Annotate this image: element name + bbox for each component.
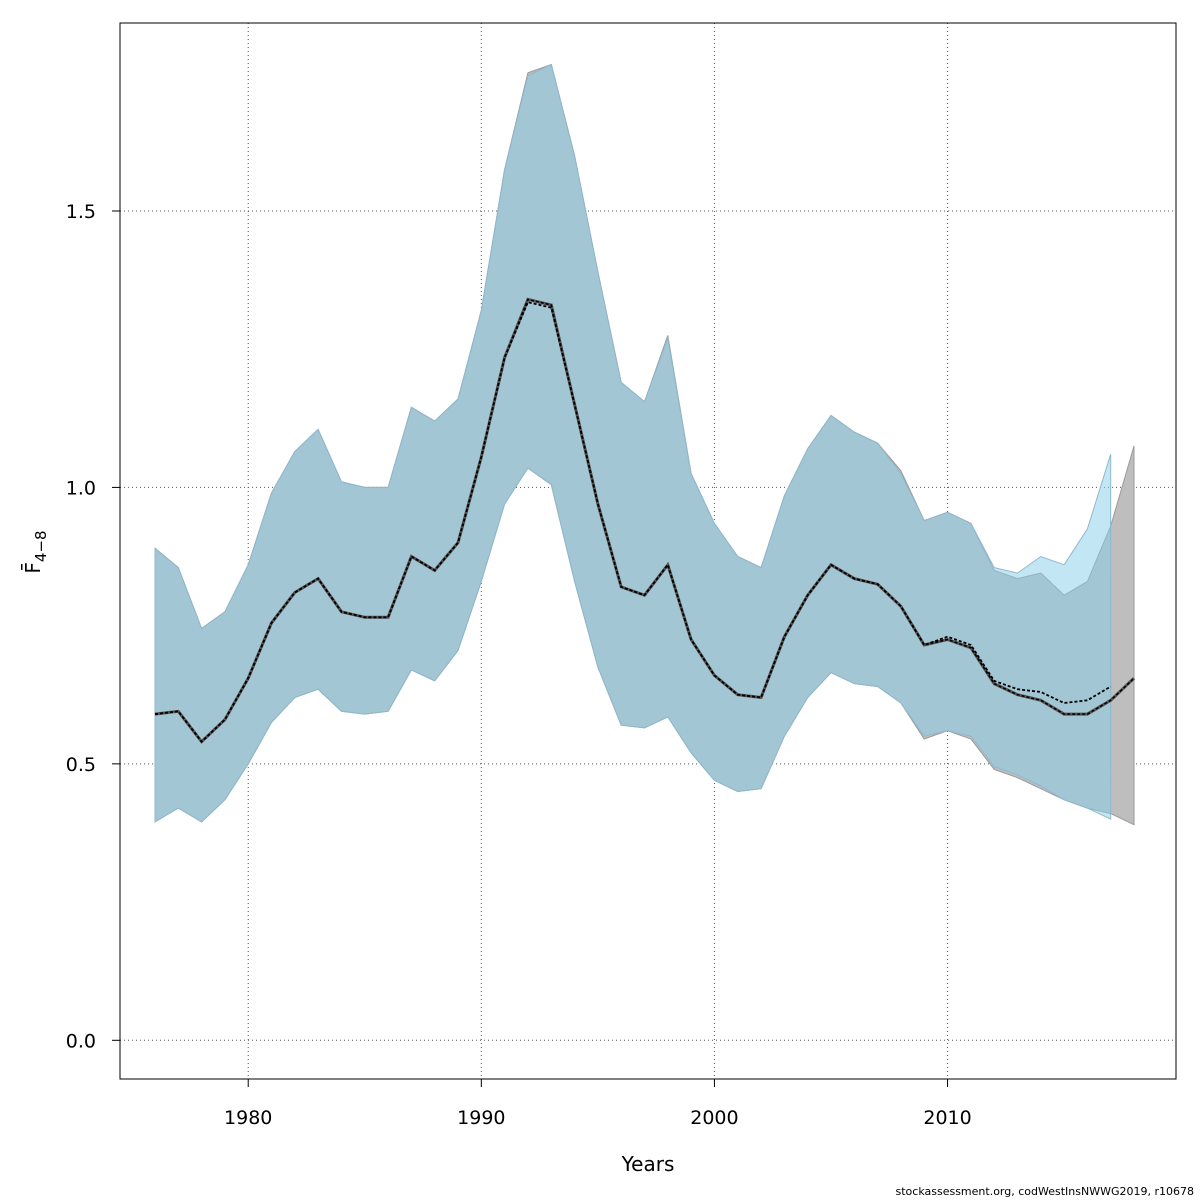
y-tick-label: 1.0: [66, 477, 96, 499]
x-tick-label: 1980: [224, 1107, 272, 1129]
y-axis-title-main: F̄: [20, 562, 45, 574]
y-axis-title: F̄4−8: [20, 530, 50, 573]
plot-frame: [119, 22, 1177, 1080]
y-tick-label: 1.5: [66, 201, 96, 223]
y-tick-label: 0.5: [66, 754, 96, 776]
x-tick-label: 1990: [457, 1107, 505, 1129]
x-axis-title: Years: [621, 1152, 675, 1176]
svg-text:F̄4−8: F̄4−8: [20, 530, 50, 573]
axis-ticks: 1980 1990 2000 2010 0.0 0.5 1.0 1.5: [66, 201, 972, 1129]
y-tick-label: 0.0: [66, 1030, 96, 1052]
ci-band-blue: [154, 63, 1112, 823]
y-axis-title-subscript: 4−8: [32, 530, 50, 562]
x-tick-label: 2000: [690, 1107, 738, 1129]
confidence-bands: [154, 63, 1135, 826]
x-tick-label: 2010: [923, 1107, 971, 1129]
estimate-line-dotted: [154, 301, 1112, 744]
estimate-lines: [154, 297, 1136, 744]
source-footer: stockassessment.org, codWestInsNWWG2019,…: [895, 1185, 1195, 1198]
